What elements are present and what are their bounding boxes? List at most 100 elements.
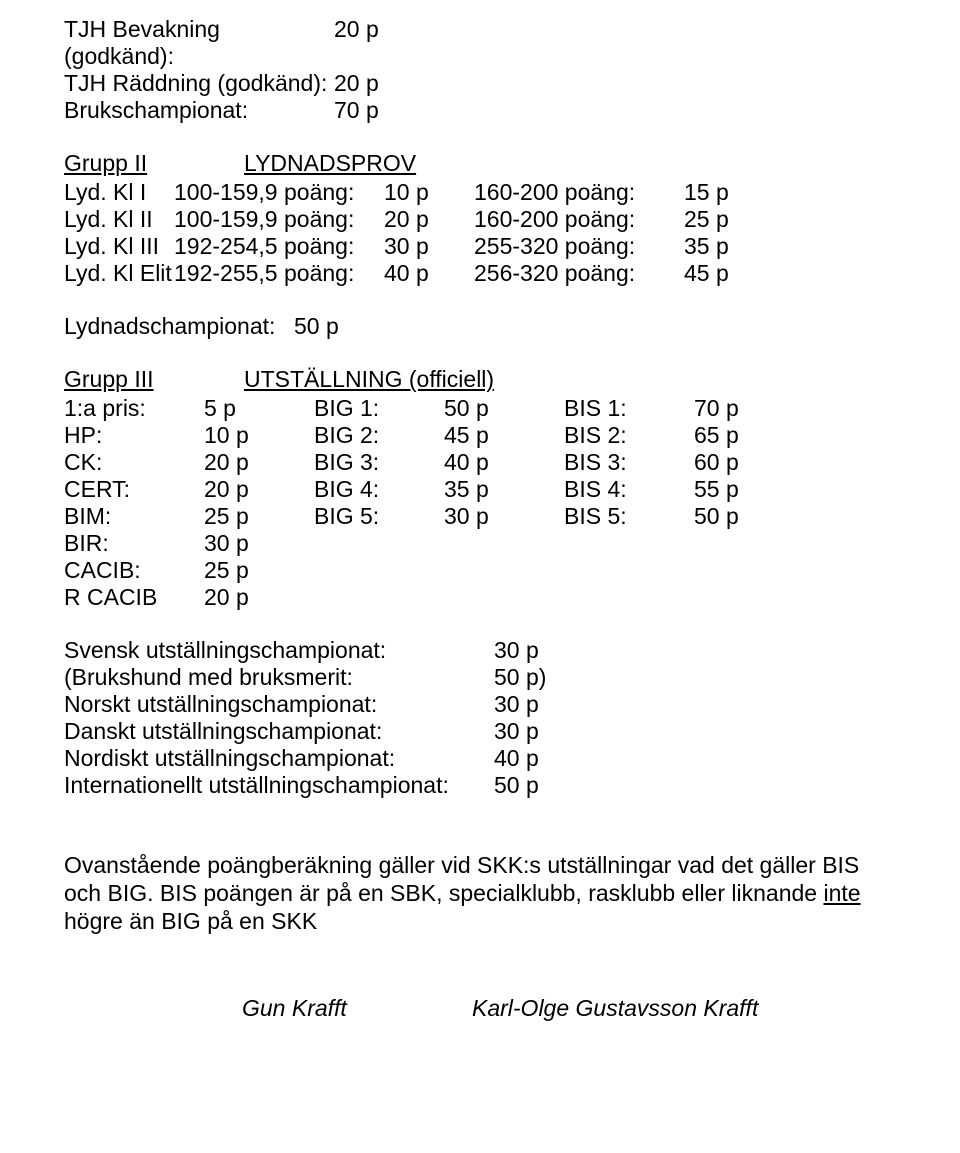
utst-row: R CACIB 20 p [64,584,896,611]
c5: BIS 2: [564,422,694,449]
label: Lydnadschampionat: [64,313,294,340]
note-underlined: inte [823,880,860,906]
page: TJH Bevakning (godkänd): 20 p TJH Räddni… [0,0,960,1062]
grupp-2-heading: Grupp II LYDNADSPROV [64,150,896,177]
championship-row: Nordiskt utställningschampionat: 40 p [64,745,896,772]
label: TJH Räddning (godkänd): [64,70,334,97]
c1: R CACIB [64,584,204,611]
label: Internationellt utställningschampionat: [64,772,494,799]
lydnadsprov-row: Lyd. Kl II 100-159,9 poäng: 20 p 160-200… [64,206,896,233]
championship-row: Svensk utställningschampionat: 30 p [64,637,896,664]
points: 30 p [494,637,614,664]
points: 30 p [494,691,614,718]
pts-2: 45 p [684,260,774,287]
range-2: 255-320 poäng: [474,233,684,260]
c6: 70 p [694,395,784,422]
klass: Lyd. Kl Elit [64,260,174,287]
signatures: Gun Krafft Karl-Olge Gustavsson Krafft [64,995,896,1022]
c3: BIG 1: [314,395,444,422]
range-1: 192-255,5 poäng: [174,260,384,287]
c4 [444,584,564,611]
label: Norskt utställningschampionat: [64,691,494,718]
lydnadsprov-row: Lyd. Kl Elit 192-255,5 poäng: 40 p 256-3… [64,260,896,287]
top-lines: TJH Bevakning (godkänd): 20 p TJH Räddni… [64,16,896,124]
c2: 5 p [204,395,314,422]
c2: 20 p [204,584,314,611]
top-line: TJH Räddning (godkänd): 20 p [64,70,896,97]
c4 [444,530,564,557]
klass: Lyd. Kl I [64,179,174,206]
c2: 10 p [204,422,314,449]
range-2: 160-200 poäng: [474,179,684,206]
label: Danskt utställningschampionat: [64,718,494,745]
group-label: Grupp II [64,150,244,177]
c1: CK: [64,449,204,476]
c2: 20 p [204,449,314,476]
c1: BIR: [64,530,204,557]
lydnadschampionat: Lydnadschampionat: 50 p [64,313,896,340]
pts-2: 25 p [684,206,774,233]
c2: 20 p [204,476,314,503]
utst-row: CACIB: 25 p [64,557,896,584]
c5 [564,557,694,584]
note-pre: Ovanstående poängberäkning gäller vid SK… [64,852,859,906]
c1: CERT: [64,476,204,503]
championship-row: Internationellt utställningschampionat: … [64,772,896,799]
grupp-3-heading: Grupp III UTSTÄLLNING (officiell) [64,366,896,393]
c5 [564,584,694,611]
c4: 35 p [444,476,564,503]
c6: 60 p [694,449,784,476]
c1: BIM: [64,503,204,530]
c1: 1:a pris: [64,395,204,422]
range-1: 100-159,9 poäng: [174,179,384,206]
label: (Brukshund med bruksmerit: [64,664,494,691]
signature-right: Karl-Olge Gustavsson Krafft [472,995,758,1022]
group-label: Grupp III [64,366,244,393]
klass: Lyd. Kl II [64,206,174,233]
grupp-2-section: Grupp II LYDNADSPROV Lyd. Kl I 100-159,9… [64,150,896,340]
c1: CACIB: [64,557,204,584]
c4 [444,557,564,584]
c4: 45 p [444,422,564,449]
footnote: Ovanstående poängberäkning gäller vid SK… [64,851,896,935]
championship-row: (Brukshund med bruksmerit: 50 p) [64,664,896,691]
pts-1: 20 p [384,206,474,233]
pts-2: 35 p [684,233,774,260]
label: Brukschampionat: [64,97,334,124]
points: 20 p [334,70,424,97]
points: 20 p [334,16,424,70]
c2: 25 p [204,557,314,584]
range-2: 256-320 poäng: [474,260,684,287]
c4: 30 p [444,503,564,530]
c2: 30 p [204,530,314,557]
utst-row: CK: 20 p BIG 3: 40 p BIS 3: 60 p [64,449,896,476]
c3 [314,530,444,557]
group-title: LYDNADSPROV [244,150,416,177]
championships-section: Svensk utställningschampionat: 30 p (Bru… [64,637,896,799]
label: Nordiskt utställningschampionat: [64,745,494,772]
points: 50 p [494,772,614,799]
c6: 50 p [694,503,784,530]
c5: BIS 3: [564,449,694,476]
range-1: 192-254,5 poäng: [174,233,384,260]
utst-row: BIR: 30 p [64,530,896,557]
points: 70 p [334,97,424,124]
utst-row: 1:a pris: 5 p BIG 1: 50 p BIS 1: 70 p [64,395,896,422]
c1: HP: [64,422,204,449]
pts-1: 40 p [384,260,474,287]
c5: BIS 5: [564,503,694,530]
lydnadsprov-row: Lyd. Kl I 100-159,9 poäng: 10 p 160-200 … [64,179,896,206]
utst-row: CERT: 20 p BIG 4: 35 p BIS 4: 55 p [64,476,896,503]
pts-1: 30 p [384,233,474,260]
c3 [314,584,444,611]
pts-1: 10 p [384,179,474,206]
c5: BIS 4: [564,476,694,503]
signature-left: Gun Krafft [242,995,472,1022]
group-title: UTSTÄLLNING (officiell) [244,366,494,393]
points: 50 p [294,313,339,340]
range-1: 100-159,9 poäng: [174,206,384,233]
c6 [694,557,784,584]
c3: BIG 5: [314,503,444,530]
c4: 40 p [444,449,564,476]
grupp-3-section: Grupp III UTSTÄLLNING (officiell) 1:a pr… [64,366,896,611]
